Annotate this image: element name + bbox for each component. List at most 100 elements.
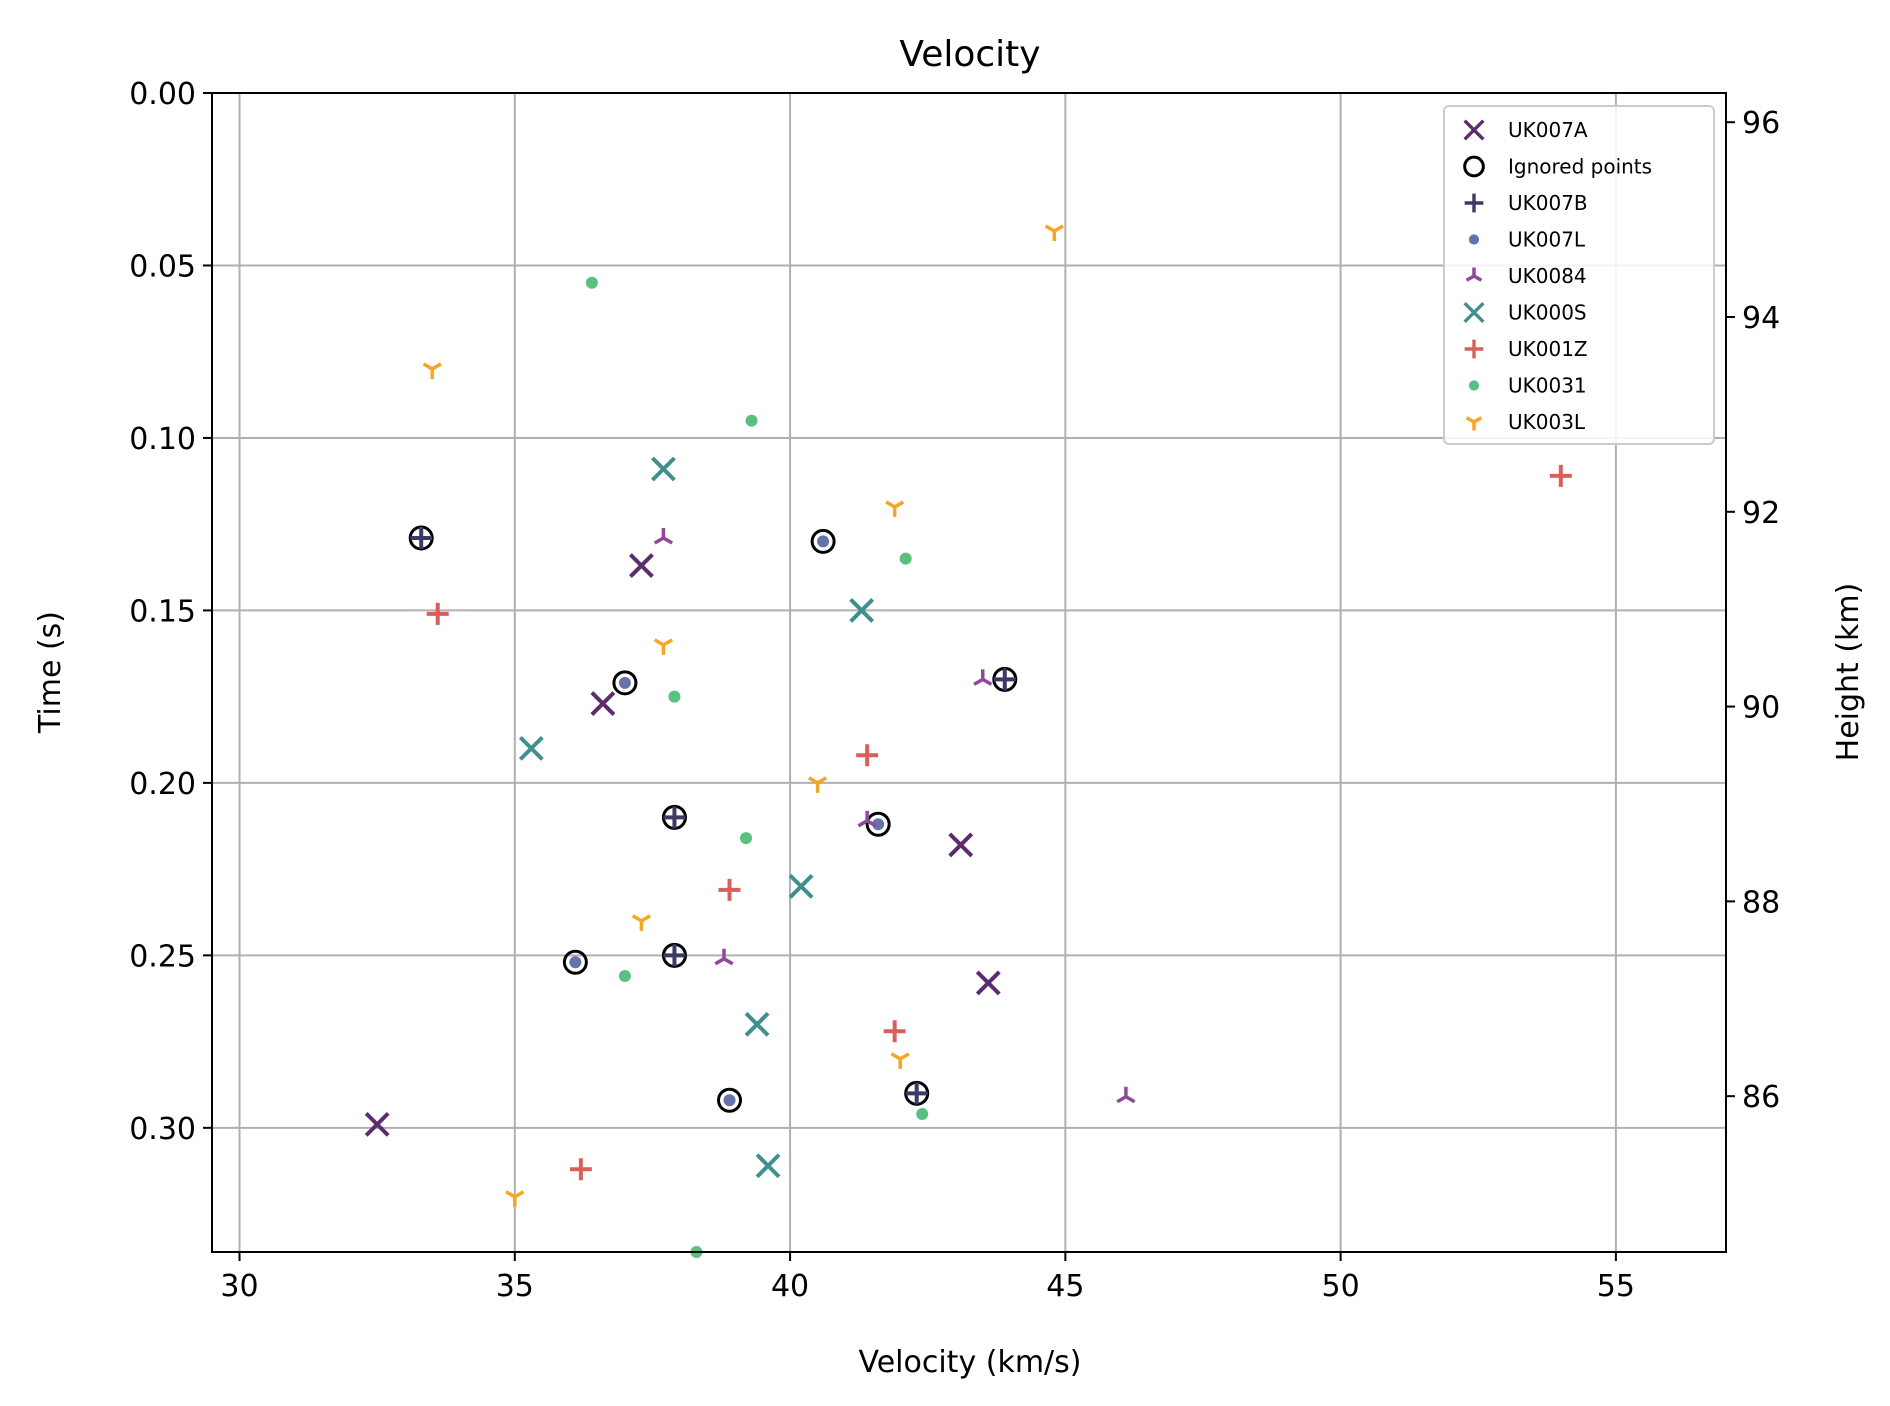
data-point [1044, 224, 1064, 241]
data-point [1549, 464, 1572, 487]
data-point [717, 1087, 743, 1113]
series-uk003l [422, 224, 1064, 1207]
data-point [905, 1082, 928, 1105]
data-point [1468, 234, 1480, 245]
legend-label: UK0031 [1508, 374, 1587, 398]
legend-label: Ignored points [1508, 155, 1652, 179]
y-tick-label: 0.25 [129, 939, 196, 974]
data-point [668, 690, 681, 703]
data-point [745, 414, 758, 427]
legend-label: UK007L [1508, 228, 1586, 252]
data-point [857, 810, 877, 828]
data-point [723, 1094, 736, 1107]
legend-label: UK003L [1508, 410, 1586, 434]
legend-label: UK007A [1508, 118, 1588, 142]
x-tick-label: 40 [771, 1269, 809, 1304]
x-tick-label: 45 [1046, 1269, 1084, 1304]
data-point [618, 970, 631, 983]
data-point [1465, 267, 1483, 282]
data-point [1463, 119, 1485, 141]
y2-tick-label: 96 [1742, 106, 1780, 141]
legend-label: UK007B [1508, 191, 1588, 215]
series-uk007b [410, 526, 1016, 1105]
data-point [410, 526, 433, 549]
data-point [422, 362, 442, 379]
y-tick-label: 0.10 [129, 422, 196, 457]
data-point [883, 1020, 906, 1043]
y-tick-label: 0.15 [129, 594, 196, 629]
series-uk007a [364, 553, 1001, 1137]
x-tick-label: 55 [1597, 1269, 1635, 1304]
data-point [1465, 416, 1483, 431]
x-tick-label: 30 [220, 1269, 258, 1304]
x-axis-label: Velocity (km/s) [859, 1345, 1082, 1380]
y2-axis-label: Height (km) [1831, 583, 1866, 762]
data-point [916, 1108, 929, 1121]
data-point [1463, 155, 1485, 178]
series-uk0031 [585, 276, 929, 1258]
data-point [872, 818, 885, 831]
data-point [975, 970, 1001, 996]
legend-label: UK001Z [1508, 337, 1588, 361]
data-point [788, 873, 814, 899]
data-point [1464, 339, 1484, 359]
y-tick-label: 0.20 [129, 767, 196, 802]
data-point [973, 669, 993, 686]
y2-tick-label: 92 [1742, 496, 1780, 531]
y-tick-label: 0.30 [129, 1112, 196, 1147]
data-point [518, 735, 544, 761]
data-point [629, 553, 654, 578]
axis-ticks: 30 35 40 45 50 55 0.00 0.05 0.10 0.15 0.20 0.25 0.30… [129, 77, 1780, 1304]
y-axis-label: Time (s) [33, 611, 68, 734]
data-point [569, 956, 582, 969]
series-uk0084 [653, 527, 1136, 1104]
data-point [651, 456, 676, 482]
series-uk001z [426, 464, 1572, 1181]
legend-box [1443, 105, 1715, 445]
data-point [714, 948, 734, 966]
data-point [1468, 380, 1480, 391]
data-point [1463, 301, 1485, 324]
data-point [993, 668, 1016, 691]
data-point [808, 776, 828, 793]
chart-title: Velocity [899, 34, 1040, 75]
data-point [1464, 193, 1484, 213]
data-point [505, 1190, 525, 1207]
legend-label: UK000S [1508, 301, 1587, 325]
y2-tick-label: 90 [1742, 691, 1780, 726]
data-point [1116, 1086, 1136, 1104]
data-point [849, 597, 875, 623]
data-point [631, 914, 651, 931]
data-point [590, 691, 616, 716]
y-tick-label: 0.05 [129, 249, 196, 284]
data-point [885, 500, 905, 517]
data-point [740, 832, 753, 845]
data-point [612, 670, 638, 696]
data-point [718, 878, 741, 901]
data-point [663, 806, 686, 829]
data-point [426, 602, 449, 625]
y2-tick-label: 86 [1742, 1080, 1780, 1115]
legend: UK007A Ignored points UK007B UK007L UK0084 UK… [1443, 105, 1715, 445]
data-point [744, 1011, 770, 1037]
data-point [865, 811, 891, 837]
data-point [810, 528, 836, 554]
data-point [890, 1052, 910, 1069]
data-point [562, 949, 588, 975]
y2-tick-label: 88 [1742, 885, 1780, 920]
y2-tick-label: 94 [1742, 301, 1780, 336]
data-point [569, 1158, 592, 1181]
data-point [663, 944, 686, 967]
data-point [364, 1111, 390, 1137]
data-point [618, 676, 631, 689]
data-points [364, 224, 1572, 1258]
plot-frame [211, 92, 1727, 1253]
data-point [653, 638, 674, 655]
series-uk007l [569, 535, 885, 1107]
data-point [856, 744, 879, 767]
x-tick-label: 50 [1322, 1269, 1360, 1304]
series-ignored-points [408, 525, 1018, 1113]
y-tick-label: 0.00 [129, 77, 196, 112]
data-point [948, 832, 974, 858]
